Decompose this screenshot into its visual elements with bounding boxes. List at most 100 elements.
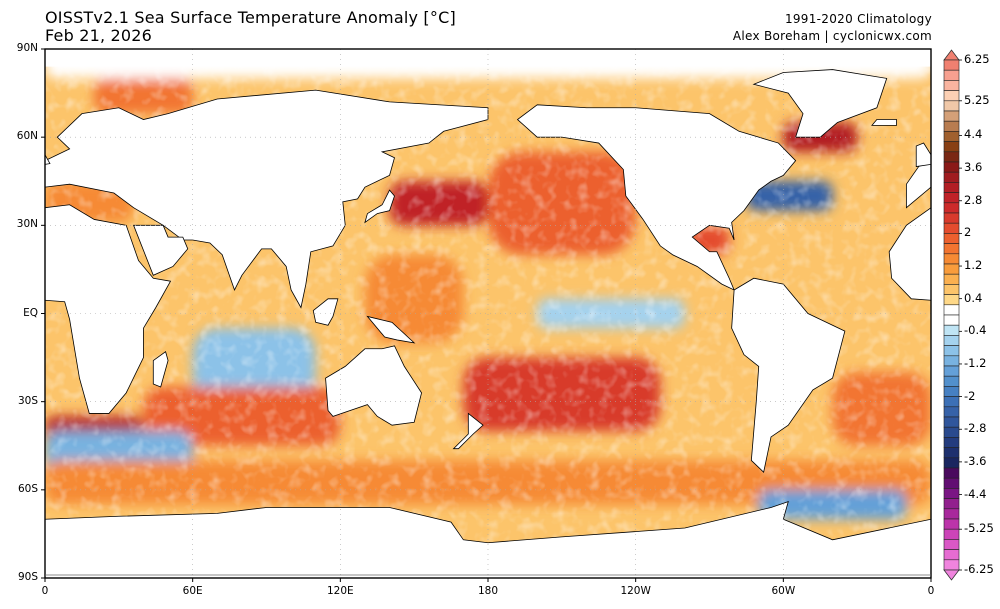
colorbar-segment bbox=[943, 539, 960, 550]
climatology-label: 1991-2020 Climatology bbox=[784, 12, 932, 26]
colorbar-segment bbox=[943, 120, 960, 132]
colorbar-segment bbox=[943, 69, 960, 81]
colorbar-segment bbox=[943, 304, 960, 316]
colorbar-segment bbox=[943, 426, 960, 438]
y-tick-label: 30N bbox=[16, 218, 38, 231]
colorbar-segment bbox=[943, 477, 960, 489]
map-date: Feb 21, 2026 bbox=[45, 26, 153, 45]
colorbar-segment bbox=[943, 233, 960, 244]
colorbar-segment bbox=[943, 263, 960, 275]
y-tick-label: 90N bbox=[16, 42, 38, 54]
land-africa bbox=[888, 207, 931, 301]
colorbar-extend-bottom bbox=[943, 569, 960, 581]
colorbar-segment bbox=[943, 110, 960, 122]
colorbar-segment bbox=[943, 437, 960, 448]
y-tick-label: EQ bbox=[23, 306, 38, 319]
land-greenland bbox=[752, 69, 888, 138]
colorbar-segment bbox=[943, 273, 960, 285]
colorbar-tick-label: 1.2 bbox=[964, 258, 983, 273]
colorbar-tick-label: 3.6 bbox=[964, 160, 983, 175]
x-tick-label: 0 bbox=[927, 585, 935, 597]
land-antarctica bbox=[45, 500, 931, 578]
colorbar-segment bbox=[943, 80, 960, 91]
colorbar-segment bbox=[943, 335, 960, 346]
y-tick-label: 60S bbox=[17, 482, 38, 495]
colorbar-segment bbox=[943, 222, 960, 234]
land-arabia bbox=[133, 224, 189, 276]
land-new-guinea bbox=[366, 315, 416, 344]
arctic-ice bbox=[45, 49, 931, 67]
graticule bbox=[45, 49, 931, 578]
colorbar-tick-label: -0.4 bbox=[964, 323, 987, 338]
colorbar-segment bbox=[943, 324, 960, 336]
x-tick-label: 60E bbox=[182, 585, 203, 597]
colorbar-segment bbox=[943, 355, 960, 367]
land-madagascar bbox=[152, 351, 169, 388]
colorbar-tick-label: -3.6 bbox=[964, 453, 987, 468]
colorbar-segment bbox=[943, 488, 960, 499]
x-tick-label: 120E bbox=[326, 585, 354, 597]
colorbar bbox=[943, 49, 962, 581]
colorbar-segment bbox=[943, 498, 960, 510]
colorbar-segment bbox=[943, 243, 960, 255]
colorbar-segment bbox=[943, 171, 960, 183]
colorbar-segment bbox=[943, 549, 960, 561]
colorbar-segment bbox=[943, 447, 960, 459]
colorbar-tick-label: 2.8 bbox=[964, 192, 983, 207]
colorbar-segment bbox=[943, 131, 960, 142]
land-north-america bbox=[516, 104, 797, 291]
land-uk bbox=[45, 154, 51, 165]
colorbar-segment bbox=[943, 59, 960, 71]
x-tick-label: 0 bbox=[41, 585, 49, 597]
x-tick-label: 120W bbox=[620, 585, 651, 597]
land-australia bbox=[325, 345, 422, 426]
colorbar-segment bbox=[943, 396, 960, 408]
colorbar-tick-label: -1.2 bbox=[964, 355, 987, 370]
colorbar-tick-label: 4.4 bbox=[964, 127, 983, 142]
land-eurasia bbox=[905, 160, 931, 209]
land-borneo bbox=[312, 298, 339, 326]
colorbar-segment bbox=[943, 314, 960, 326]
y-tick-label: 30S bbox=[17, 394, 38, 407]
colorbar-segment bbox=[943, 345, 960, 357]
colorbar-segment bbox=[943, 90, 960, 102]
colorbar-segment bbox=[943, 508, 960, 520]
colorbar-segment bbox=[943, 416, 960, 428]
colorbar-segment bbox=[943, 161, 960, 173]
colorbar-tick-label: -5.25 bbox=[964, 521, 994, 536]
colorbar-segment bbox=[943, 365, 960, 377]
colorbar-tick-label: -4.4 bbox=[964, 486, 987, 501]
colorbar-segment bbox=[943, 202, 960, 214]
colorbar-segment bbox=[943, 467, 960, 479]
credit-label: Alex Boreham | cyclonicwx.com bbox=[732, 29, 932, 43]
colorbar-tick-label: 5.25 bbox=[964, 92, 990, 107]
colorbar-tick-label: -6.25 bbox=[964, 562, 994, 576]
colorbar-tick-label: 6.25 bbox=[964, 52, 990, 66]
colorbar-segment bbox=[943, 151, 960, 163]
colorbar-segment bbox=[943, 192, 960, 204]
colorbar-tick-label: -2.8 bbox=[964, 421, 987, 436]
colorbar-segment bbox=[943, 100, 960, 112]
land-japan bbox=[364, 189, 395, 224]
colorbar-segment bbox=[943, 284, 960, 295]
colorbar-segment bbox=[943, 518, 960, 530]
colorbar-segment bbox=[943, 528, 960, 540]
y-tick-label: 90S bbox=[17, 571, 38, 583]
map-title: OISSTv2.1 Sea Surface Temperature Anomal… bbox=[45, 8, 456, 27]
colorbar-segment bbox=[943, 253, 960, 265]
colorbar-tick-label: -2 bbox=[964, 388, 976, 403]
land-mask bbox=[45, 49, 931, 578]
x-tick-label: 180 bbox=[477, 585, 499, 597]
land-south-america bbox=[731, 277, 846, 473]
colorbar-segment bbox=[943, 406, 960, 418]
colorbar-segment bbox=[943, 182, 960, 193]
colorbar-tick-label: 2 bbox=[964, 225, 972, 240]
land-iceland bbox=[871, 119, 897, 126]
colorbar-segment bbox=[943, 457, 960, 469]
colorbar-segment bbox=[943, 386, 960, 397]
colorbar-segment bbox=[943, 212, 960, 224]
y-tick-label: 60N bbox=[16, 130, 38, 143]
colorbar-segment bbox=[943, 375, 960, 387]
land-africa bbox=[45, 204, 172, 414]
